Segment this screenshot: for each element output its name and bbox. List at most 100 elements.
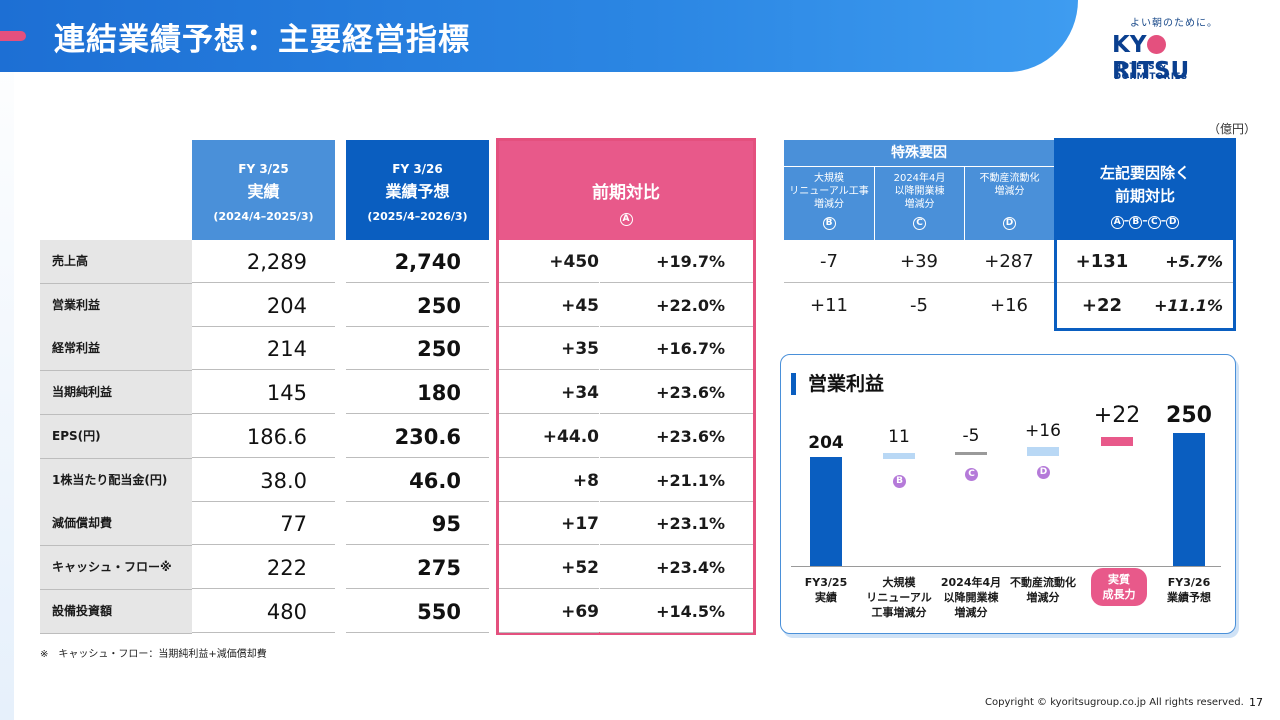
chart-baseline: [791, 566, 1221, 567]
yoy-highlight-frame: [496, 138, 756, 635]
bar-4: [1101, 437, 1133, 446]
page-title: 連結業績予想：主要経営指標: [54, 22, 470, 58]
value-diff: +450: [499, 240, 599, 283]
row-label: 設備投資額: [40, 590, 192, 633]
value-fy26: 180: [346, 371, 489, 414]
chart-marker-b: B: [893, 475, 906, 488]
value-fy25: 77: [192, 502, 335, 545]
value-diff: +34: [499, 371, 599, 414]
value-fy25: 2,289: [192, 240, 335, 283]
value-fy26: 250: [346, 327, 489, 370]
row-label: 減価償却費: [40, 502, 192, 545]
net-pct: +11.1%: [1154, 296, 1223, 315]
chart-marker-c: C: [965, 468, 978, 481]
header-accent: [0, 31, 26, 41]
renewal-delta: -7: [784, 240, 874, 283]
footnote: ※ キャッシュ・フロー：当期純利益+減価償却費: [40, 649, 267, 660]
unit-label: （億円）: [1208, 122, 1257, 136]
net-delta: +22: [1081, 295, 1123, 316]
value-fy26: 2,740: [346, 240, 489, 283]
value-pct: +22.0%: [600, 284, 753, 327]
value-diff: +45: [499, 284, 599, 327]
value-fy25: 214: [192, 327, 335, 370]
value-pct: +16.7%: [600, 327, 753, 370]
bar-1: [883, 453, 915, 459]
real-estate-delta: +287: [964, 240, 1054, 283]
value-fy25: 480: [192, 590, 335, 633]
value-pct: +23.4%: [600, 546, 753, 589]
special-col-real-estate: 不動産流動化 増減分 D: [964, 167, 1054, 240]
marker-a: A: [619, 213, 633, 226]
bar-value-label-3: +16: [1025, 421, 1061, 441]
row-label: 営業利益: [40, 284, 192, 327]
value-diff: +69: [499, 590, 599, 633]
bar-value-label-4: +22: [1093, 403, 1141, 428]
row-label: 1株当たり配当金(円): [40, 459, 192, 502]
column-header-fy26: FY 3/26 業績予想 (2025/4–2026/3): [346, 140, 489, 240]
growth-pill: 実質 成長力: [1091, 568, 1147, 606]
row-divider: [40, 458, 192, 459]
copyright: Copyright © kyoritsugroup.co.jp All righ…: [985, 697, 1244, 708]
marker-d: D: [1003, 217, 1016, 230]
value-diff: +52: [499, 546, 599, 589]
value-pct: +21.1%: [600, 459, 753, 502]
value-diff: +35: [499, 327, 599, 370]
company-logo: よい朝のために。 KYRITSU HOTELS & DORMITORIES: [1112, 14, 1242, 84]
value-fy25: 145: [192, 371, 335, 414]
logo-wordmark: KYRITSU: [1112, 32, 1190, 84]
value-fy26: 250: [346, 284, 489, 327]
value-fy25: 186.6: [192, 415, 335, 458]
row-label: 当期純利益: [40, 371, 192, 414]
row-label: 売上高: [40, 240, 192, 283]
row-divider: [40, 545, 192, 546]
value-diff: +44.0: [499, 415, 599, 458]
row-label: キャッシュ・フロー※: [40, 546, 192, 589]
chart-title: 営業利益: [791, 373, 884, 395]
formula-chain: A – B – C – D: [1054, 214, 1236, 229]
value-pct: +19.7%: [600, 240, 753, 283]
x-axis-label-0: FY3/25 実績: [804, 576, 848, 604]
value-fy25: 38.0: [192, 459, 335, 502]
row-divider: [40, 414, 192, 415]
value-fy26: 46.0: [346, 459, 489, 502]
value-fy26: 95: [346, 502, 489, 545]
bar-0: [810, 457, 842, 566]
page-number: 17: [1249, 696, 1263, 709]
marker-c: C: [913, 217, 926, 230]
column-header-yoy: 前期対比 A: [496, 138, 756, 240]
row-divider: [40, 283, 192, 284]
row-divider: [40, 589, 192, 590]
value-pct: +23.6%: [600, 415, 753, 458]
header-banner: 連結業績予想：主要経営指標: [0, 0, 1078, 72]
row-divider: [40, 633, 192, 634]
left-edge-decoration: [0, 0, 14, 720]
special-col-new-openings: 2024年4月 以降開業棟 増減分 C: [874, 167, 964, 240]
real-estate-delta: +16: [990, 295, 1028, 316]
bar-value-label-1: 11: [888, 427, 910, 447]
net-pct: +5.7%: [1147, 240, 1233, 283]
special-factors-title: 特殊要因: [784, 140, 1054, 167]
logo-subtitle: HOTELS & DORMITORIES: [1114, 62, 1188, 82]
column-header-fy25: FY 3/25 実績 (2024/4–2025/3): [192, 140, 335, 240]
operating-profit-chart: 営業利益 204 FY3/25 実績 11 B 大規模 リニューアル 工事増減分 -5 C 2024…: [780, 354, 1236, 634]
chart-marker-d: D: [1037, 466, 1050, 479]
excluding-factors-frame: [1054, 138, 1236, 331]
x-axis-label-3: 不動産流動化 増減分: [1010, 576, 1076, 604]
value-pct: +23.6%: [600, 371, 753, 414]
value-fy26: 275: [346, 546, 489, 589]
renewal-delta: +11: [810, 295, 848, 316]
bar-3: [1027, 447, 1059, 456]
value-fy25: 222: [192, 546, 335, 589]
excluding-factors-header: 左記要因除く 前期対比 A – B – C – D: [1054, 140, 1236, 240]
value-diff: +17: [499, 502, 599, 545]
value-pct: +23.1%: [600, 502, 753, 545]
net-delta: +131: [1057, 240, 1147, 283]
value-fy26: 550: [346, 590, 489, 633]
row-divider: [40, 370, 192, 371]
new-openings-delta: +39: [874, 240, 964, 283]
bar-5: [1173, 433, 1205, 566]
bar-2: [955, 452, 987, 455]
bar-value-label-5: 250: [1166, 403, 1212, 428]
special-col-renewal: 大規模 リニューアル工事 増減分 B: [789, 173, 869, 230]
new-openings-delta: -5: [910, 295, 928, 316]
